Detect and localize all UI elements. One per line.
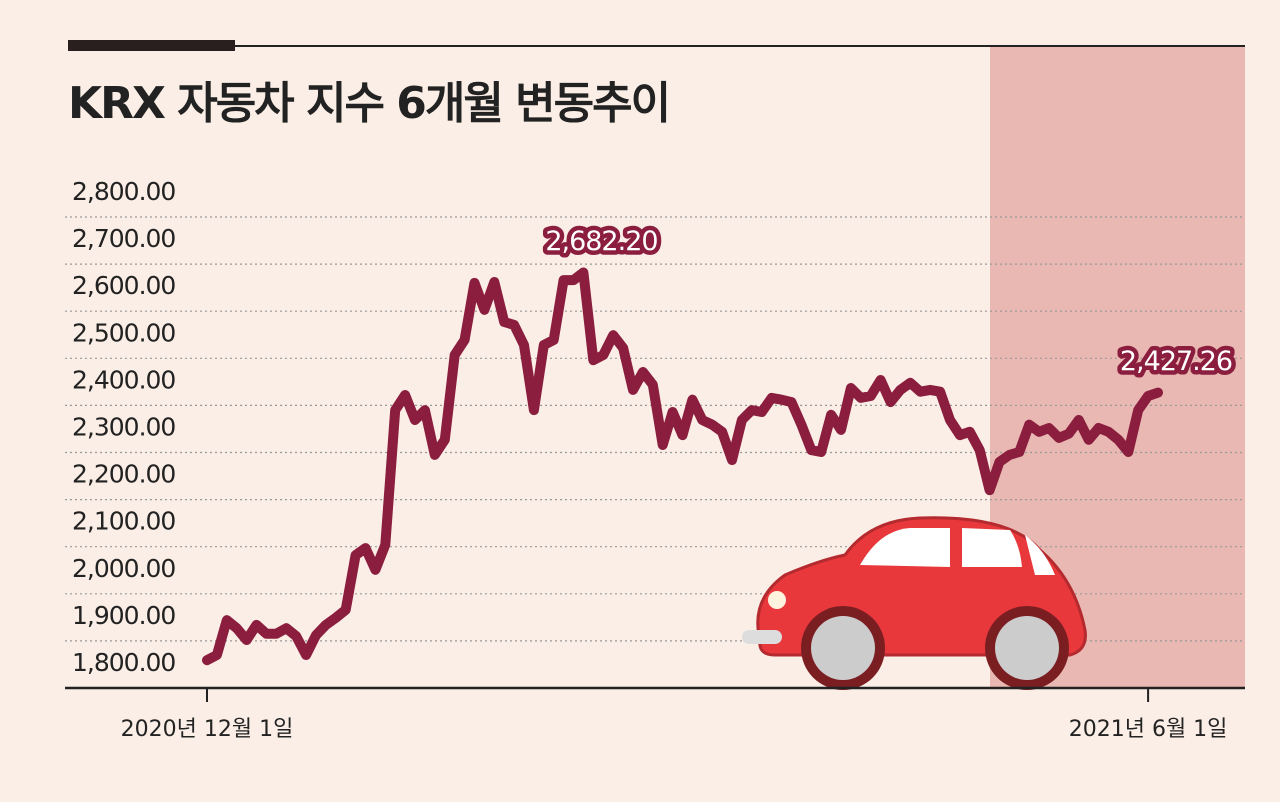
y-tick-label: 2,700.00 [72,224,175,253]
y-tick-label: 2,500.00 [72,318,175,347]
y-tick-label: 2,300.00 [72,413,175,442]
y-tick-label: 2,400.00 [72,365,175,394]
y-tick-label: 2,600.00 [72,271,175,300]
y-tick-label: 1,900.00 [72,601,175,630]
y-tick-label: 2,800.00 [72,177,175,206]
data-line [202,267,1163,666]
x-tick-label: 2020년 12월 1일 [121,717,294,742]
chart-title: KRX 자동차 지수 6개월 변동추이 [68,78,669,129]
data-label: 2,682.20 [545,226,657,257]
y-tick-label: 2,200.00 [72,460,175,489]
y-tick-label: 2,100.00 [72,507,175,536]
top-bar [68,40,235,51]
y-tick-label: 2,000.00 [72,554,175,583]
y-tick-label: 1,800.00 [72,648,175,677]
x-tick-label: 2021년 6월 1일 [1069,717,1228,742]
data-label: 2,427.26 [1120,346,1232,377]
car-illustration [742,516,1087,690]
